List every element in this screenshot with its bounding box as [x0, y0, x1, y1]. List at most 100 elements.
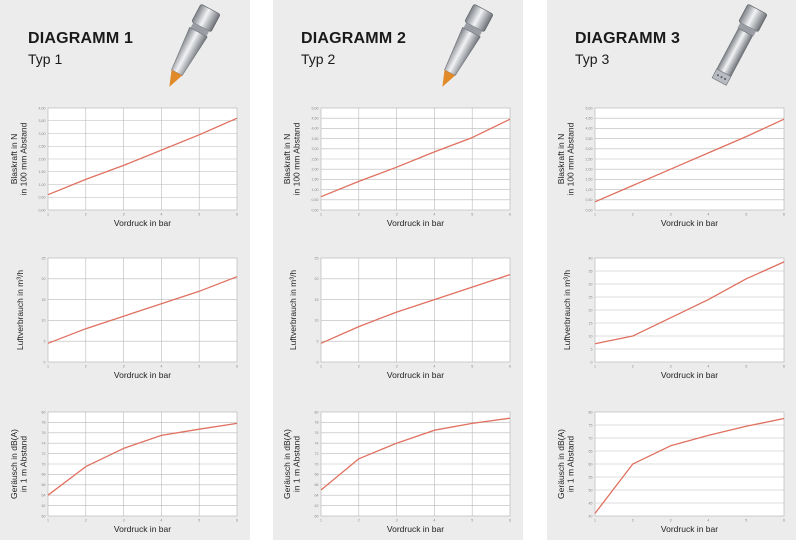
y-tick-label: 80 [42, 410, 46, 414]
x-axis-label: Vordruck in bar [114, 524, 171, 534]
y-tick-label: 15 [589, 321, 593, 325]
y-tick-label: 15 [315, 298, 319, 302]
y-tick-label: 70 [589, 436, 593, 440]
x-tick-label: 6 [236, 365, 238, 369]
y-tick-label: 0 [44, 360, 46, 364]
x-tick-label: 3 [123, 213, 125, 217]
y-tick-label: 5,00 [312, 106, 319, 110]
x-tick-label: 3 [670, 365, 672, 369]
y-tick-label: 60 [42, 514, 46, 518]
x-tick-label: 1 [47, 213, 49, 217]
y-tick-label: 68 [315, 473, 319, 477]
y-tick-label: 40 [589, 256, 593, 260]
x-tick-label: 6 [509, 213, 511, 217]
y-tick-label: 60 [589, 462, 593, 466]
x-tick-label: 6 [236, 213, 238, 217]
x-tick-label: 1 [47, 519, 49, 523]
y-tick-label: 66 [42, 483, 46, 487]
x-axis-label: Vordruck in bar [387, 218, 444, 228]
y-tick-label: 1,00 [39, 183, 46, 187]
y-tick-label: 4,00 [39, 106, 46, 110]
series-line [47, 117, 238, 196]
x-axis-label: Vordruck in bar [661, 218, 718, 228]
x-tick-label: 5 [198, 519, 200, 523]
x-tick-label: 2 [358, 519, 360, 523]
x-tick-label: 2 [632, 213, 634, 217]
y-tick-label: 1,00 [312, 188, 319, 192]
y-axis-label: Geräusch in dB(A) [9, 429, 19, 499]
series-line [320, 118, 511, 198]
y-tick-label: 2,50 [312, 157, 319, 161]
y-tick-label: 20 [589, 308, 593, 312]
x-tick-label: 5 [745, 365, 747, 369]
series-line [594, 417, 785, 514]
y-tick-label: 78 [315, 421, 319, 425]
y-tick-label: 72 [315, 452, 319, 456]
y-tick-label: 0 [317, 360, 319, 364]
y-tick-label: 1,50 [312, 178, 319, 182]
x-tick-label: 2 [358, 365, 360, 369]
panel-title: DIAGRAMM 3 [575, 30, 681, 47]
y-tick-label: 50 [589, 488, 593, 492]
diagram-panel-1: DIAGRAMM 1 Typ 1 0,00 0,50 1,00 1,50 2,00 2,5… [0, 0, 250, 540]
y-tick-label: 35 [589, 269, 593, 273]
x-tick-label: 1 [320, 213, 322, 217]
y-axis-label: Luftverbrauch in m³/h [562, 270, 572, 351]
y-tick-label: 76 [315, 431, 319, 435]
x-tick-label: 4 [160, 213, 162, 217]
diagram-panel-3: DIAGRAMM 3 Typ 3 0,00 0,50 1,00 1,50 2,00 2,5… [547, 0, 796, 540]
y-tick-label: 55 [589, 475, 593, 479]
y-tick-label: 0,50 [586, 198, 593, 202]
y-tick-label: 4,50 [586, 117, 593, 121]
y-axis-label: in 1 m Abstand [19, 436, 29, 493]
y-tick-label: 72 [42, 452, 46, 456]
x-tick-label: 6 [783, 519, 785, 523]
x-tick-label: 1 [47, 365, 49, 369]
x-tick-label: 4 [433, 519, 435, 523]
y-tick-label: 15 [42, 298, 46, 302]
x-tick-label: 5 [471, 213, 473, 217]
y-tick-label: 5,00 [586, 106, 593, 110]
nozzle-orange-tip-icon [442, 4, 493, 87]
x-axis-label: Vordruck in bar [661, 370, 718, 380]
y-tick-label: 76 [42, 431, 46, 435]
x-tick-label: 4 [160, 365, 162, 369]
x-tick-label: 5 [745, 213, 747, 217]
y-tick-label: 0,50 [39, 196, 46, 200]
y-tick-label: 62 [42, 504, 46, 508]
y-tick-label: 1,50 [39, 170, 46, 174]
panel-subtitle: Typ 2 [301, 51, 336, 67]
y-tick-label: 4,00 [586, 127, 593, 131]
y-tick-label: 2,50 [586, 157, 593, 161]
x-axis-label: Vordruck in bar [661, 524, 718, 534]
y-tick-label: 45 [589, 501, 593, 505]
y-axis-label: in 1 m Abstand [292, 436, 302, 493]
series-line [320, 273, 511, 344]
y-tick-label: 0,50 [312, 198, 319, 202]
y-axis-label: in 100 mm Abstand [19, 122, 29, 195]
y-axis-label: Geräusch in dB(A) [282, 429, 292, 499]
series-line [594, 118, 785, 203]
y-tick-label: 68 [42, 473, 46, 477]
y-tick-label: 64 [315, 494, 319, 498]
x-tick-label: 3 [396, 213, 398, 217]
y-axis-label: in 100 mm Abstand [292, 122, 302, 195]
x-tick-label: 4 [433, 365, 435, 369]
y-tick-label: 3,00 [312, 147, 319, 151]
x-tick-label: 3 [123, 365, 125, 369]
panel-subtitle: Typ 1 [28, 51, 63, 67]
y-tick-label: 25 [315, 256, 319, 260]
chart-luftverbrauch: 0 5 10 15 20 25 30 35 40 1 2 3 4 5 6 Vordruck in bar Luf… [547, 250, 796, 384]
y-tick-label: 1,00 [586, 188, 593, 192]
x-tick-label: 6 [509, 365, 511, 369]
x-tick-label: 3 [123, 519, 125, 523]
series-line [47, 276, 238, 344]
chart-blaskraft: 0,00 0,50 1,00 1,50 2,00 2,50 3,00 3,50 4,00 4,50… [547, 100, 796, 232]
x-tick-label: 5 [198, 213, 200, 217]
y-tick-label: 66 [315, 483, 319, 487]
y-tick-label: 3,00 [39, 132, 46, 136]
y-tick-label: 1,50 [586, 178, 593, 182]
panel-subtitle: Typ 3 [575, 51, 610, 67]
x-tick-label: 3 [396, 365, 398, 369]
x-tick-label: 6 [783, 365, 785, 369]
